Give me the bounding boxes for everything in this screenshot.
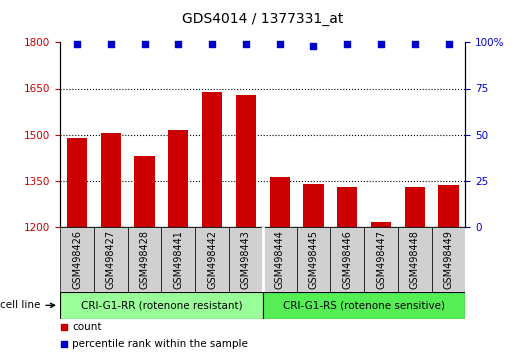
Text: CRI-G1-RR (rotenone resistant): CRI-G1-RR (rotenone resistant) <box>81 300 242 310</box>
Bar <box>371 222 391 227</box>
Point <box>276 41 284 47</box>
Text: GSM498449: GSM498449 <box>444 230 453 289</box>
Text: cell line: cell line <box>0 300 54 310</box>
Bar <box>134 156 155 227</box>
Bar <box>297 227 331 292</box>
Point <box>377 41 385 47</box>
Bar <box>263 227 297 292</box>
Point <box>107 41 115 47</box>
Bar <box>263 292 465 319</box>
Text: GSM498426: GSM498426 <box>72 230 82 289</box>
Bar <box>431 227 465 292</box>
Bar <box>202 92 222 227</box>
Text: GSM498428: GSM498428 <box>140 230 150 289</box>
Bar <box>303 184 324 227</box>
Point <box>309 43 317 49</box>
Bar <box>195 227 229 292</box>
Bar <box>229 227 263 292</box>
Bar <box>337 187 357 227</box>
Bar <box>128 227 162 292</box>
Text: GSM498446: GSM498446 <box>342 230 353 289</box>
Bar <box>405 187 425 227</box>
Text: GSM498445: GSM498445 <box>309 230 319 289</box>
Bar <box>331 227 364 292</box>
Bar <box>438 185 459 227</box>
Text: GSM498447: GSM498447 <box>376 230 386 289</box>
Text: GSM498443: GSM498443 <box>241 230 251 289</box>
Bar <box>168 130 188 227</box>
Bar <box>60 227 94 292</box>
Text: percentile rank within the sample: percentile rank within the sample <box>72 339 248 349</box>
Point <box>445 41 453 47</box>
Point <box>208 41 217 47</box>
Text: count: count <box>72 321 102 332</box>
Bar <box>398 227 431 292</box>
Point <box>343 41 351 47</box>
Point <box>411 41 419 47</box>
Text: CRI-G1-RS (rotenone sensitive): CRI-G1-RS (rotenone sensitive) <box>283 300 445 310</box>
Point <box>140 41 149 47</box>
Bar <box>162 227 195 292</box>
Bar <box>100 133 121 227</box>
Text: GSM498448: GSM498448 <box>410 230 420 289</box>
Bar <box>60 292 263 319</box>
Point <box>73 41 81 47</box>
Bar <box>94 227 128 292</box>
Text: GSM498441: GSM498441 <box>173 230 184 289</box>
Bar <box>269 177 290 227</box>
Text: GSM498427: GSM498427 <box>106 230 116 289</box>
Bar <box>67 138 87 227</box>
Point <box>174 41 183 47</box>
Point <box>242 41 250 47</box>
Bar <box>364 227 398 292</box>
Text: GDS4014 / 1377331_at: GDS4014 / 1377331_at <box>182 12 344 27</box>
Bar <box>236 95 256 227</box>
Text: GSM498444: GSM498444 <box>275 230 285 289</box>
Point <box>60 324 69 329</box>
Point <box>60 341 69 347</box>
Text: GSM498442: GSM498442 <box>207 230 217 289</box>
